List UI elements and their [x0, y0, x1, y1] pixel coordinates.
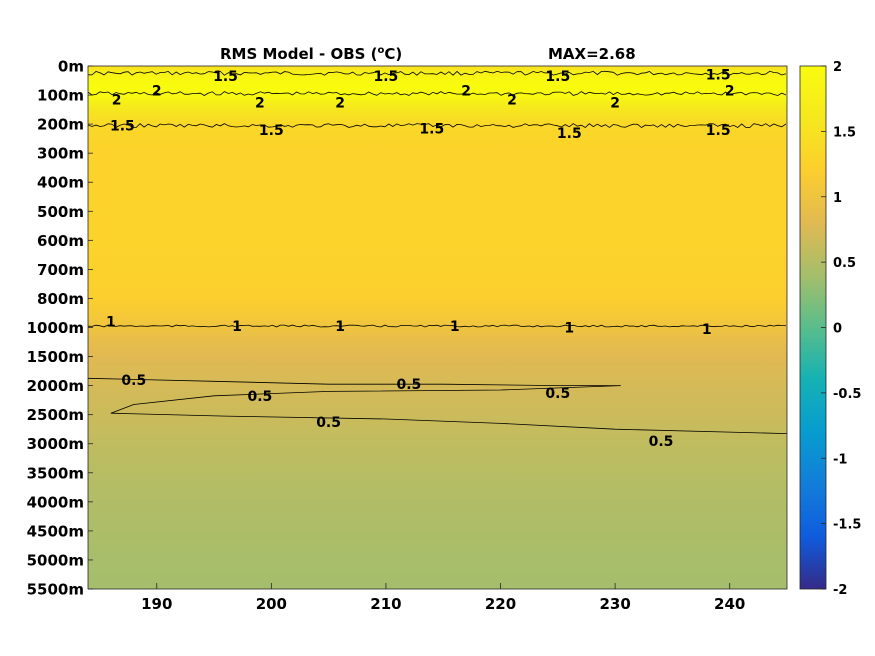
y-tick-label: 200m	[37, 116, 84, 134]
contour-label: 1	[564, 321, 574, 337]
contour-label: 2	[610, 95, 620, 111]
y-tick-label: 800m	[37, 290, 84, 308]
y-tick-label: 3500m	[27, 464, 84, 482]
contour-label: 1.5	[259, 123, 284, 139]
x-tick-label: 200	[256, 595, 287, 613]
y-tick-label: 100m	[37, 87, 84, 105]
y-tick-label: 2000m	[27, 377, 84, 395]
contour-lines	[88, 70, 787, 434]
y-tick-label: 4000m	[27, 493, 84, 511]
y-tick-label: 400m	[37, 174, 84, 192]
x-tick-label: 190	[141, 595, 172, 613]
contour-label: 0.5	[316, 415, 341, 431]
y-tick-label: 4500m	[27, 522, 84, 540]
heatmap-field	[88, 66, 787, 589]
colorbar-tick-label: -1.5	[833, 518, 861, 533]
colorbar-tick-label: -2	[833, 583, 847, 598]
contour-label: 2	[255, 95, 265, 111]
contour-label: 1	[702, 322, 712, 338]
contour-label: 2	[507, 92, 517, 108]
colorbar-tick-label: 0	[833, 322, 842, 337]
colorbar-tick-label: -0.5	[833, 387, 861, 402]
contour-label: 2	[461, 84, 471, 100]
y-tick-label: 1000m	[27, 319, 84, 337]
x-axis: 190 200 210 220 230 240	[141, 583, 745, 613]
colorbar-tick-label: 1.5	[833, 125, 856, 140]
chart-title-text: RMS Model - OBS (	[220, 45, 378, 63]
contour-line-1	[88, 324, 786, 328]
y-tick-label: 300m	[37, 145, 84, 163]
colorbar: 2 1.5 1 0.5 0 -0.5 -1 -1.5 -2	[799, 60, 861, 598]
contour-label: 0.5	[396, 377, 421, 393]
x-tick-label: 220	[485, 595, 516, 613]
chart-title-superscript: o	[378, 45, 385, 56]
x-tick-label: 210	[370, 595, 401, 613]
contour-line-1-5	[88, 70, 787, 76]
contour-label: 1.5	[557, 126, 582, 142]
contour-label: 1	[450, 319, 460, 335]
colorbar-ticks: 2 1.5 1 0.5 0 -0.5 -1 -1.5 -2	[821, 60, 861, 598]
contour-label: 1.5	[110, 119, 135, 135]
y-tick-label: 500m	[37, 203, 84, 221]
contour-label: 1	[335, 319, 345, 335]
contour-line-0-5	[88, 377, 787, 434]
contour-label: 1.5	[706, 68, 731, 84]
y-tick-label: 2500m	[27, 406, 84, 424]
contour-label: 1.5	[373, 69, 398, 85]
y-tick-label: 0m	[58, 58, 84, 76]
colorbar-tick-label: 2	[833, 60, 842, 75]
chart-title-unit: C)	[384, 45, 402, 63]
y-tick-label: 700m	[37, 261, 84, 279]
contour-line-2	[88, 91, 787, 96]
chart-title: RMS Model - OBS (oC)	[220, 45, 402, 63]
y-tick-label: 5500m	[27, 581, 84, 599]
contour-label: 0.5	[247, 389, 272, 405]
contour-label: 1	[232, 319, 242, 335]
colorbar-tick-label: 0.5	[833, 256, 856, 271]
contour-line-1-5	[88, 123, 787, 128]
colorbar-tick-label: 1	[833, 191, 842, 206]
y-tick-label: 600m	[37, 232, 84, 250]
chart-max-label: MAX=2.68	[548, 45, 636, 63]
contour-label: 2	[335, 95, 345, 111]
x-tick-label: 230	[599, 595, 630, 613]
contour-label: 2	[152, 84, 162, 100]
contour-label: 2	[725, 84, 735, 100]
y-axis: 0m 100m 200m 300m 400m 500m 600m 700m 800m 1000m 1…	[27, 58, 93, 599]
contour-label: 1.5	[419, 122, 444, 138]
contour-label: 1.5	[706, 123, 731, 139]
y-tick-label: 3000m	[27, 435, 84, 453]
contour-label: 1.5	[213, 69, 238, 85]
contour-label: 0.5	[649, 434, 674, 450]
y-tick-label: 1500m	[27, 348, 84, 366]
contour-label: 1.5	[545, 69, 570, 85]
x-tick-label: 240	[714, 595, 745, 613]
contour-label: 1	[106, 315, 116, 331]
contour-label: 0.5	[545, 386, 570, 402]
contour-label: 0.5	[121, 373, 146, 389]
contour-label: 2	[112, 92, 122, 108]
colorbar-tick-label: -1	[833, 452, 847, 467]
y-tick-label: 5000m	[27, 551, 84, 569]
